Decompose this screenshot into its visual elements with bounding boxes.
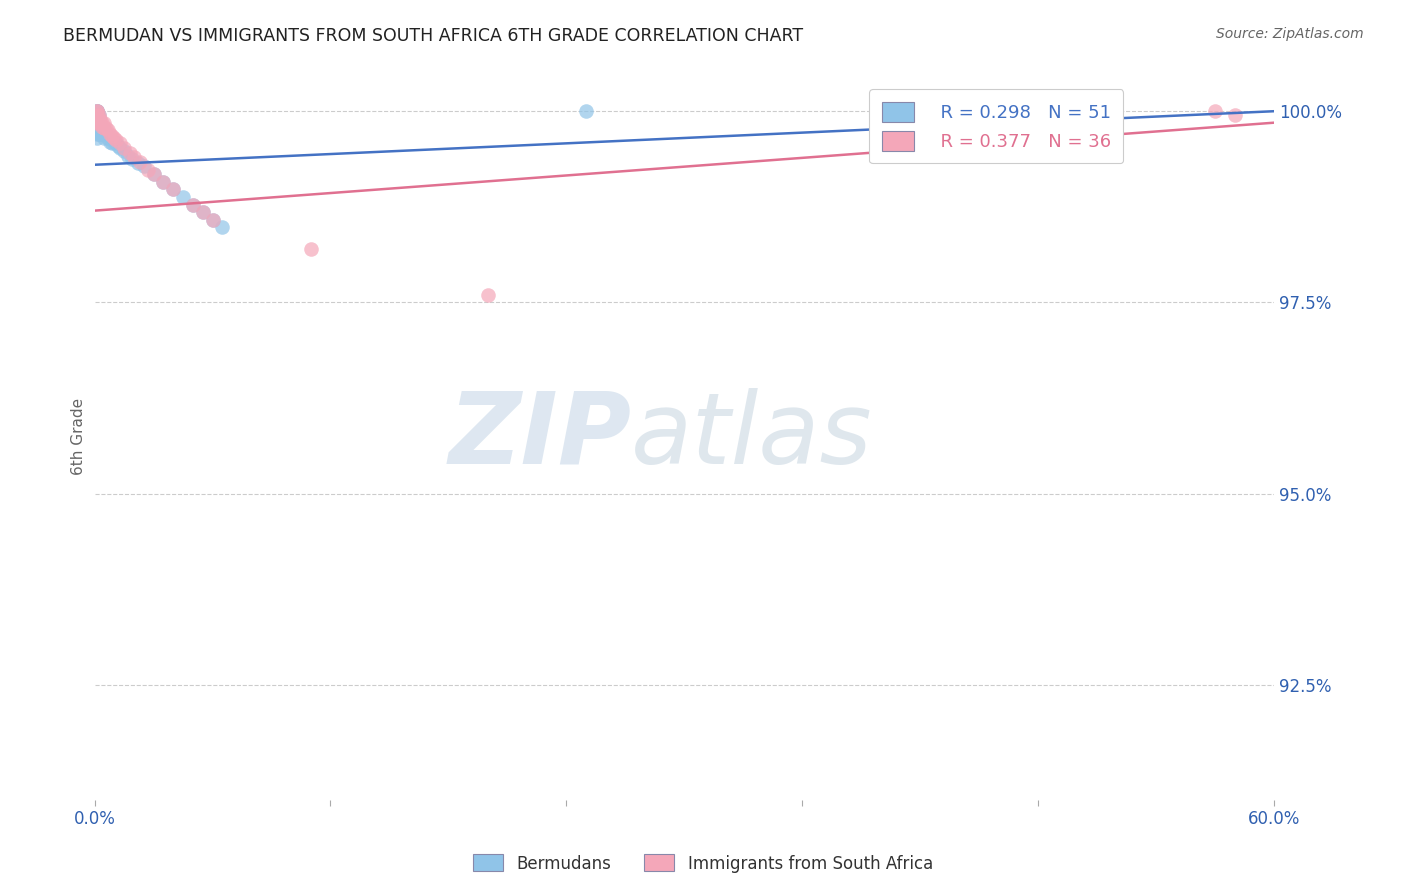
Point: [93, 131, 115, 145]
Point: [91, 123, 114, 137]
Point: [98, 127, 121, 141]
Point: [91, 120, 114, 134]
Point: [86, 123, 108, 137]
Point: [86, 108, 108, 122]
Point: [107, 138, 129, 153]
Point: [103, 131, 125, 145]
Point: [101, 128, 124, 143]
Point: [152, 175, 174, 189]
Point: [142, 167, 165, 181]
Point: [201, 212, 224, 227]
Point: [93, 121, 115, 136]
Point: [103, 135, 125, 149]
Point: [172, 190, 194, 204]
Point: [201, 212, 224, 227]
Point: [91, 116, 114, 130]
Point: [86, 120, 108, 134]
Point: [93, 123, 115, 137]
Point: [86, 116, 108, 130]
Point: [87, 112, 110, 126]
Point: [211, 220, 233, 235]
Point: [89, 120, 111, 134]
Point: [87, 112, 110, 126]
Text: ZIP: ZIP: [449, 388, 631, 484]
Point: [128, 155, 150, 169]
Point: [136, 163, 159, 178]
Point: [152, 175, 174, 189]
Point: [86, 108, 108, 122]
Point: [93, 116, 115, 130]
Point: [93, 127, 115, 141]
Text: atlas: atlas: [631, 388, 873, 484]
Point: [105, 136, 128, 151]
Point: [87, 116, 110, 130]
Point: [191, 205, 214, 219]
Point: [86, 131, 108, 145]
Point: [89, 112, 111, 126]
Point: [87, 127, 110, 141]
Point: [191, 205, 214, 219]
Point: [96, 121, 118, 136]
Point: [87, 120, 110, 134]
Point: [86, 104, 108, 119]
Legend: Bermudans, Immigrants from South Africa: Bermudans, Immigrants from South Africa: [467, 847, 939, 880]
Point: [87, 108, 110, 122]
Point: [86, 108, 108, 122]
Point: [96, 127, 118, 141]
Point: [86, 104, 108, 119]
Point: [86, 116, 108, 130]
Point: [181, 197, 204, 211]
Point: [108, 141, 131, 155]
Point: [132, 159, 155, 173]
Point: [101, 136, 124, 151]
Y-axis label: 6th Grade: 6th Grade: [72, 398, 86, 475]
Point: [86, 112, 108, 126]
Point: [1223, 108, 1246, 122]
Point: [477, 287, 499, 301]
Point: [108, 136, 131, 151]
Point: [118, 146, 141, 161]
Point: [87, 123, 110, 137]
Point: [89, 116, 111, 130]
Point: [86, 123, 108, 137]
Point: [86, 104, 108, 119]
Point: [162, 182, 184, 196]
Point: [86, 104, 108, 119]
Point: [127, 156, 149, 170]
Point: [112, 141, 135, 155]
Point: [89, 127, 111, 141]
Point: [299, 242, 322, 256]
Point: [97, 131, 120, 145]
Point: [122, 150, 145, 164]
Legend:   R = 0.298   N = 51,   R = 0.377   N = 36: R = 0.298 N = 51, R = 0.377 N = 36: [869, 89, 1123, 163]
Point: [86, 116, 108, 130]
Point: [86, 112, 108, 126]
Point: [575, 104, 598, 119]
Text: BERMUDAN VS IMMIGRANTS FROM SOUTH AFRICA 6TH GRADE CORRELATION CHART: BERMUDAN VS IMMIGRANTS FROM SOUTH AFRICA…: [63, 27, 803, 45]
Point: [89, 123, 111, 137]
Point: [121, 152, 143, 166]
Point: [105, 133, 128, 147]
Point: [91, 127, 114, 141]
Point: [87, 108, 110, 122]
Text: Source: ZipAtlas.com: Source: ZipAtlas.com: [1216, 27, 1364, 41]
Point: [86, 104, 108, 119]
Point: [117, 148, 139, 162]
Point: [1204, 104, 1226, 119]
Point: [98, 135, 121, 149]
Point: [162, 182, 184, 196]
Point: [86, 112, 108, 126]
Point: [181, 197, 204, 211]
Point: [86, 127, 108, 141]
Point: [112, 144, 135, 158]
Point: [97, 123, 120, 137]
Point: [142, 167, 165, 181]
Point: [89, 116, 111, 130]
Point: [87, 116, 110, 130]
